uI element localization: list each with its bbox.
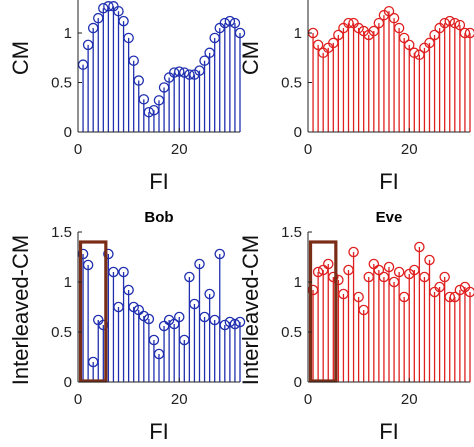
y-tick-label: 1.5 xyxy=(281,224,302,241)
y-axis-label: CM xyxy=(8,41,33,75)
stem-marker xyxy=(123,284,134,296)
stem-marker xyxy=(403,39,415,51)
stem-marker xyxy=(224,316,236,328)
stem-marker xyxy=(444,15,455,27)
stem-marker xyxy=(348,246,359,258)
stem-marker xyxy=(439,271,450,283)
stem-marker xyxy=(312,39,324,51)
stem-marker xyxy=(454,19,466,31)
x-tick-label: 20 xyxy=(171,391,188,408)
stem-marker xyxy=(393,266,405,278)
y-tick-label: 0.5 xyxy=(51,75,72,92)
stem-marker xyxy=(194,258,205,270)
x-tick-label: 20 xyxy=(171,141,188,158)
stem-marker xyxy=(393,22,405,34)
stem-marker xyxy=(373,264,385,276)
stem-marker xyxy=(333,274,344,286)
highlight-box xyxy=(308,240,338,383)
stem-marker xyxy=(82,259,94,271)
stem-marker xyxy=(133,75,144,86)
stem-marker xyxy=(234,27,246,39)
stem-marker xyxy=(414,241,425,253)
x-tick-label: 20 xyxy=(401,391,418,408)
x-tick-label: 0 xyxy=(74,141,82,158)
stem-marker xyxy=(388,12,400,24)
y-axis-label: Interleaved-CM xyxy=(238,235,263,385)
x-axis-label: FI xyxy=(149,169,169,194)
x-axis-label: FI xyxy=(149,419,169,444)
stem-marker xyxy=(353,22,364,34)
stem-marker xyxy=(224,15,236,27)
stem-marker xyxy=(322,258,334,270)
stem-marker xyxy=(113,5,124,17)
x-tick-label: 0 xyxy=(74,391,82,408)
stem-marker xyxy=(133,304,144,316)
panel-title: Eve xyxy=(376,209,403,226)
panel-title: Bob xyxy=(144,209,173,226)
plot-area xyxy=(307,5,474,132)
stem-marker xyxy=(353,291,364,303)
stem-marker xyxy=(118,15,129,27)
stem-marker xyxy=(383,5,395,17)
stem-marker xyxy=(103,248,114,260)
plot-area xyxy=(307,241,474,382)
stem-marker xyxy=(143,313,155,325)
stem-marker xyxy=(138,94,150,105)
stem-marker xyxy=(328,271,339,283)
stem-marker xyxy=(464,286,474,298)
stem-marker xyxy=(138,310,150,322)
stem-marker xyxy=(383,261,395,273)
stem-marker xyxy=(204,288,215,300)
y-tick-label: 0.5 xyxy=(281,75,302,92)
stem-marker xyxy=(368,258,380,270)
stem-marker xyxy=(173,311,185,323)
y-tick-label: 0 xyxy=(64,124,72,141)
plot-area xyxy=(77,248,246,382)
stem-marker xyxy=(148,334,160,346)
y-tick-label: 1 xyxy=(294,25,302,42)
stem-marker xyxy=(108,266,119,278)
y-axis-label: CM xyxy=(238,41,263,75)
y-tick-label: 0 xyxy=(294,124,302,141)
stem-marker xyxy=(128,55,139,66)
stem-marker xyxy=(424,254,435,266)
x-tick-label: 0 xyxy=(304,141,312,158)
y-tick-label: 0 xyxy=(64,374,72,391)
stem-marker xyxy=(173,66,185,77)
y-tick-label: 0.5 xyxy=(51,324,72,341)
stem-marker xyxy=(234,316,246,328)
y-tick-label: 0.5 xyxy=(281,324,302,341)
stem-marker xyxy=(214,248,225,260)
stem-marker xyxy=(123,32,134,44)
stem-marker xyxy=(118,266,129,278)
plot-area xyxy=(77,1,246,132)
x-axis-label: FI xyxy=(379,169,399,194)
x-tick-label: 20 xyxy=(401,141,418,158)
stem-marker xyxy=(179,67,190,78)
x-tick-label: 0 xyxy=(304,391,312,408)
x-axis-label: FI xyxy=(379,419,399,444)
stem-marker xyxy=(398,32,410,44)
y-tick-label: 0 xyxy=(294,374,302,391)
stem-marker xyxy=(409,47,420,59)
stem-marker xyxy=(184,271,195,283)
stem-marker xyxy=(449,17,461,29)
y-tick-label: 1.5 xyxy=(51,224,72,241)
y-tick-label: 1 xyxy=(64,274,72,291)
stem-marker xyxy=(229,17,241,29)
y-tick-label: 1 xyxy=(64,25,72,42)
highlight-box xyxy=(78,240,108,383)
y-axis-label: Interleaved-CM xyxy=(8,235,33,385)
stem-marker xyxy=(128,301,139,313)
y-tick-label: 1 xyxy=(294,274,302,291)
stem-marker xyxy=(464,27,474,39)
